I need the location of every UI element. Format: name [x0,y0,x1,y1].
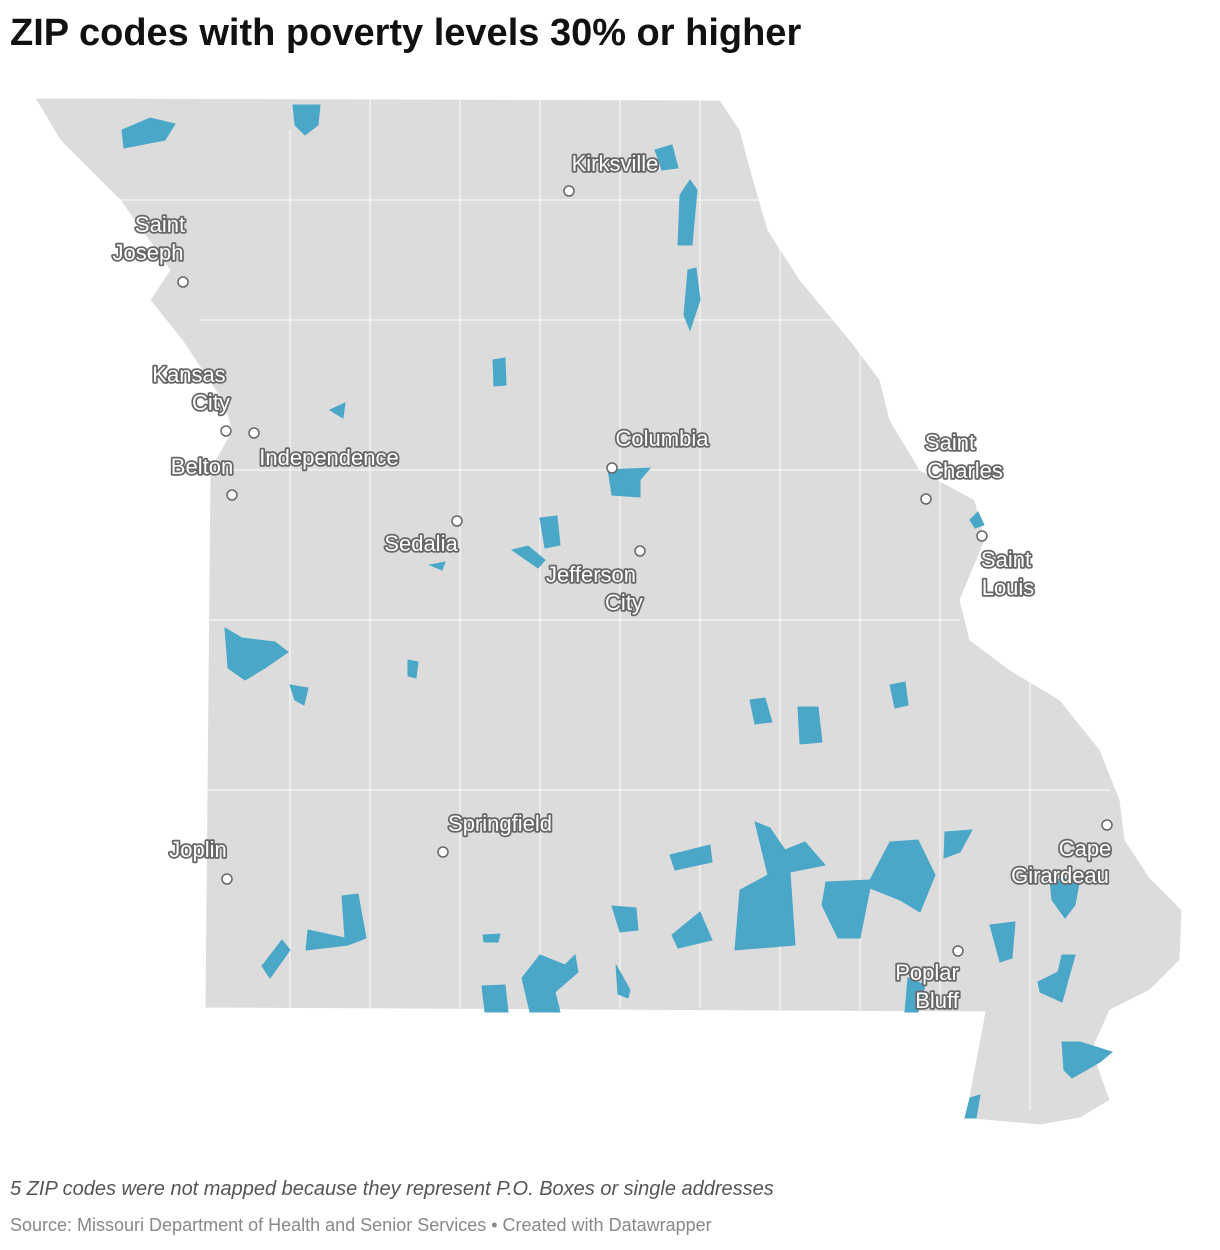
city-markers [177,185,1113,957]
city-marker [248,427,260,439]
zip-area [989,921,1016,963]
zip-area [683,267,701,332]
zip-area [292,104,321,136]
zip-area [969,511,985,529]
zip-area [611,905,639,933]
zip-area [481,984,509,1013]
city-label: Bluff [915,988,960,1013]
city-marker [220,425,232,437]
city-marker [1101,819,1113,831]
city-marker [976,530,988,542]
city-label: Louis [982,575,1035,600]
city-label: City [605,590,643,615]
zip-area [669,844,713,871]
city-label: Joplin [169,837,226,862]
city-labels: Kirksville Saint Joseph Kansas City Inde… [111,149,1113,1015]
title: ZIP codes with poverty levels 30% or hig… [10,12,802,54]
zip-area [305,893,367,951]
city-marker [451,515,463,527]
footnote: 5 ZIP codes were not mapped because they… [10,1178,774,1200]
city-label: Saint [135,212,185,237]
city-marker [606,462,618,474]
city-marker [920,493,932,505]
city-label: Poplar [895,960,959,985]
zip-area [1037,954,1076,1003]
zip-area [492,357,507,387]
city-label: Joseph [113,240,184,265]
city-label: Cape [1059,836,1112,861]
zip-area [734,821,826,951]
city-label: Belton [171,454,233,479]
city-label: Columbia [616,426,710,451]
map: Kirksville Saint Joseph Kansas City Inde… [34,97,1183,1126]
zip-area [289,684,309,706]
city-label: City [192,390,230,415]
city-marker [952,945,964,957]
zip-area [539,515,561,549]
zip-area [510,545,546,569]
city-label: Girardeau [1011,863,1109,888]
city-marker [634,545,646,557]
city-label: Saint [981,547,1031,572]
zip-area [821,839,936,939]
city-label: Kirksville [572,151,659,176]
zip-area [964,1094,981,1119]
zip-area [407,659,419,679]
city-marker [221,873,233,885]
city-label: Charles [927,458,1003,483]
zip-area [607,467,652,498]
city-label: Independence [259,445,398,470]
zip-area [749,697,773,725]
zip-area [677,179,698,246]
high-poverty-zips [121,104,1114,1119]
city-marker [226,489,238,501]
zip-area [428,561,446,571]
city-label: Jefferson [546,562,636,587]
zip-area [328,402,346,419]
zip-area [943,829,973,859]
city-label: Springfield [448,811,552,836]
zip-area [261,939,291,979]
zip-area [889,681,909,709]
zip-area [224,627,289,681]
zip-area [1061,1041,1114,1079]
zip-area [482,933,501,943]
zip-area [521,953,579,1013]
zip-area [671,911,713,949]
zip-area [121,117,176,149]
city-label: Saint [925,430,975,455]
city-label: Kansas [152,362,225,387]
zip-area [797,706,823,745]
zip-area [1049,877,1081,919]
zip-area [654,144,679,171]
city-marker [177,276,189,288]
county-lines [120,100,1110,1110]
zip-area [615,964,631,999]
source: Source: Missouri Department of Health an… [10,1215,712,1235]
city-marker [437,846,449,858]
city-marker [563,185,575,197]
city-label: Sedalia [384,531,458,556]
zip-area [904,977,926,1013]
